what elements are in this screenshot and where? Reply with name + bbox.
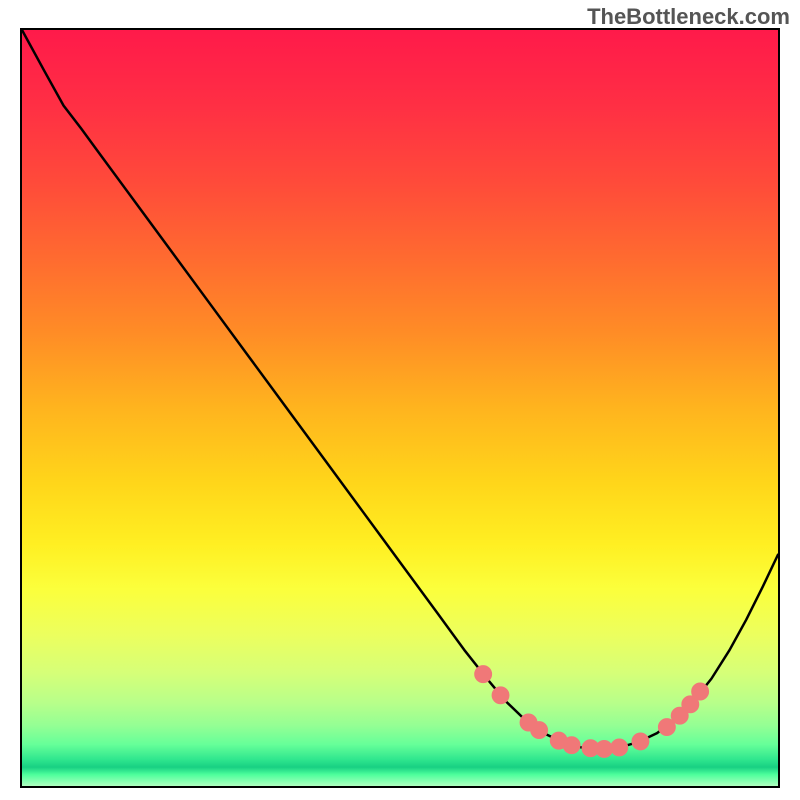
marker-point [632, 733, 649, 750]
chart-svg [22, 30, 778, 786]
marker-point [611, 739, 628, 756]
gradient-background [22, 30, 778, 786]
watermark-text: TheBottleneck.com [587, 4, 790, 30]
marker-point [692, 683, 709, 700]
marker-point [563, 737, 580, 754]
plot-area [20, 28, 780, 788]
marker-point [475, 666, 492, 683]
marker-point [531, 722, 548, 739]
chart-container: TheBottleneck.com [0, 0, 800, 800]
marker-point [596, 741, 613, 758]
marker-point [492, 687, 509, 704]
